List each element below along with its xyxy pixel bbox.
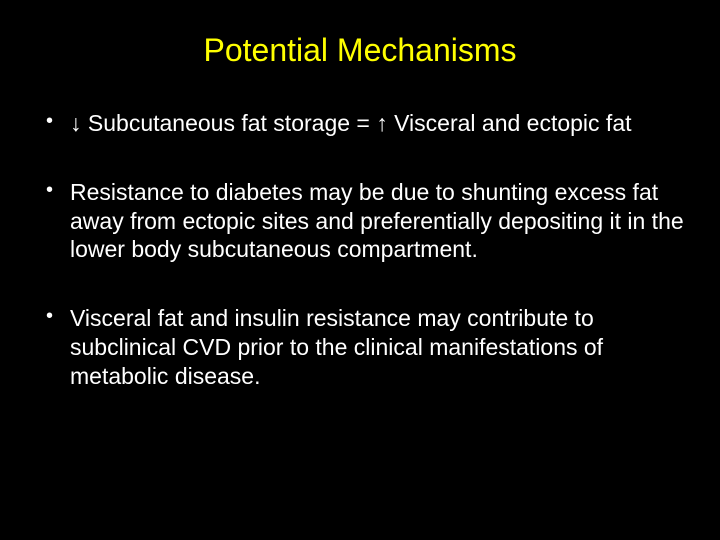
bullet-item: Resistance to diabetes may be due to shu… [42,178,690,264]
slide-container: Potential Mechanisms ↓ Subcutaneous fat … [0,0,720,540]
slide-title: Potential Mechanisms [30,32,690,69]
bullet-list: ↓ Subcutaneous fat storage = ↑ Visceral … [30,109,690,390]
bullet-item: Visceral fat and insulin resistance may … [42,304,690,390]
bullet-item: ↓ Subcutaneous fat storage = ↑ Visceral … [42,109,690,138]
